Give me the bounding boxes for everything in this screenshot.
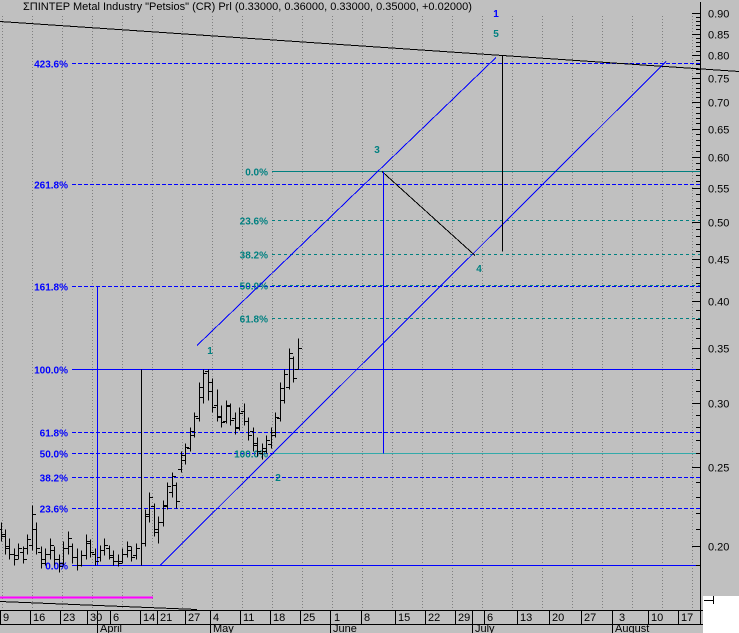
fib-teal-label: 100.0%	[234, 450, 268, 461]
wave-label: 3	[374, 145, 380, 156]
date-label: 6	[113, 612, 119, 624]
price-axis-label: 0.65	[708, 125, 729, 137]
wave-label: 1	[493, 9, 499, 20]
wave-label: 2	[275, 473, 281, 484]
price-axis-label: 0.85	[708, 30, 729, 42]
channel-line-upper	[196, 57, 497, 346]
date-label: 17	[681, 612, 693, 624]
date-label: 21	[160, 612, 172, 624]
date-label: 25	[303, 612, 315, 624]
fib-teal-label: 50.0%	[240, 282, 268, 293]
price-axis-label: 0.90	[708, 9, 729, 21]
fib-blue-label: 38.2%	[40, 474, 68, 485]
price-axis-label: 0.60	[708, 153, 729, 165]
fib-blue-label: 261.8%	[34, 181, 68, 192]
downtrend-line-upper	[0, 21, 739, 72]
date-label: 30	[90, 612, 102, 624]
date-label: 14	[143, 612, 155, 624]
fib-blue-label: 161.8%	[34, 283, 68, 294]
fib-blue-label: 100.0%	[34, 366, 68, 377]
date-label: 20	[552, 612, 564, 624]
fib-teal-label: 38.2%	[240, 251, 268, 262]
zigzag-wave3-4	[381, 171, 476, 256]
month-label: July	[475, 623, 495, 633]
bottom-right-corner	[703, 596, 739, 633]
price-axis-label: 0.50	[708, 218, 729, 230]
price-axis-label: 0.40	[708, 297, 729, 309]
date-label: 23	[63, 612, 75, 624]
date-label: 1	[334, 612, 340, 624]
date-label: 15	[398, 612, 410, 624]
fib-blue-label: 423.6%	[34, 60, 68, 71]
price-axis-label: 0.30	[708, 399, 729, 411]
date-label: 18	[273, 612, 285, 624]
date-label: 29	[458, 612, 470, 624]
price-axis-label: 0.75	[708, 74, 729, 86]
downtrend-line-lower	[0, 601, 198, 610]
price-axis-label: 0.70	[708, 98, 729, 110]
fib-blue-label: 0.0%	[45, 562, 68, 573]
fib-blue-label: 61.8%	[40, 429, 68, 440]
date-label: 9	[3, 612, 9, 624]
month-label: June	[333, 623, 357, 633]
channel-line-lower	[159, 61, 667, 566]
date-label: 11	[243, 612, 254, 624]
chart-title: ΣΠΙΝΤΕΡ Metal Industry "Petsios" (CR) Pr…	[23, 1, 472, 13]
fib-blue-label: 23.6%	[40, 505, 68, 516]
price-axis-label: 0.25	[708, 463, 729, 475]
wave-label: 4	[476, 264, 482, 275]
date-label: 27	[188, 612, 200, 624]
date-label: 6	[487, 612, 493, 624]
month-label: May	[213, 623, 234, 633]
date-label: 4	[213, 612, 219, 624]
date-label: 27	[584, 612, 596, 624]
date-label: 22	[428, 612, 440, 624]
fib-teal-label: 61.8%	[240, 315, 268, 326]
price-axis-label: 0.80	[708, 51, 729, 63]
date-label: 16	[33, 612, 45, 624]
wave-label: 5	[493, 29, 499, 40]
price-axis-label: 0.20	[708, 542, 729, 554]
price-axis-label: 0.45	[708, 255, 729, 267]
fib-blue-label: 50.0%	[40, 450, 68, 461]
fib-teal-label: 0.0%	[245, 168, 268, 179]
fib-teal-label: 23.6%	[240, 217, 268, 228]
month-label: August	[615, 623, 649, 633]
month-label: April	[100, 623, 122, 633]
date-label: 3	[619, 612, 625, 624]
date-label: 8	[364, 612, 370, 624]
date-label: 13	[520, 612, 532, 624]
wave-label: 1	[207, 346, 213, 357]
price-axis-label: 0.55	[708, 184, 729, 196]
date-label: 10	[651, 612, 663, 624]
price-axis-label: 0.35	[708, 344, 729, 356]
